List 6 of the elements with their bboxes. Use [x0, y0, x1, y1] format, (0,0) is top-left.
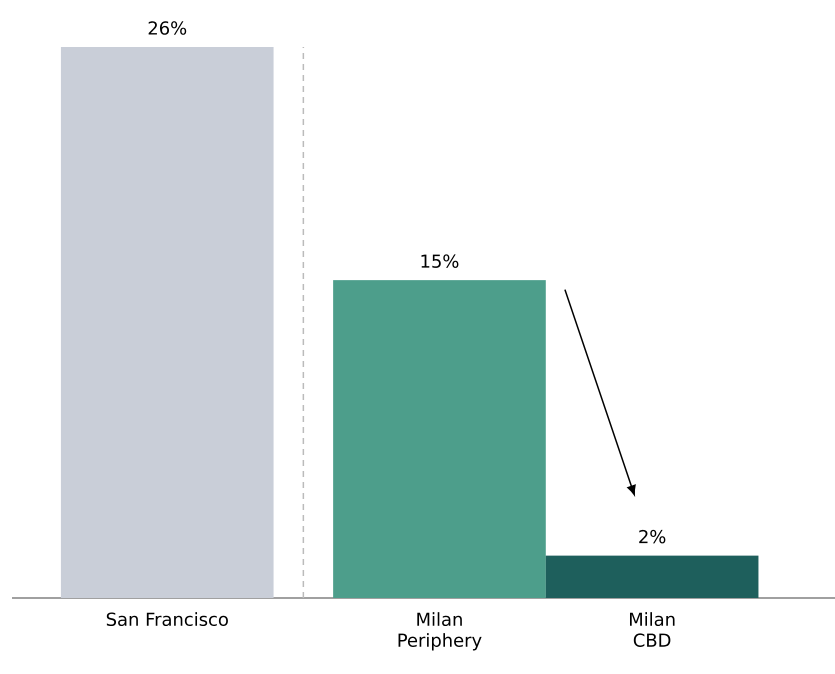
x-tick-label: Milan CBD: [630, 612, 675, 647]
data-label: 2%: [639, 530, 666, 544]
x-tick-label: Milan Periphery: [398, 612, 482, 650]
data-label: 26%: [148, 21, 186, 35]
x-tick-label: San Francisco: [106, 612, 228, 626]
data-label: 15%: [422, 254, 458, 268]
